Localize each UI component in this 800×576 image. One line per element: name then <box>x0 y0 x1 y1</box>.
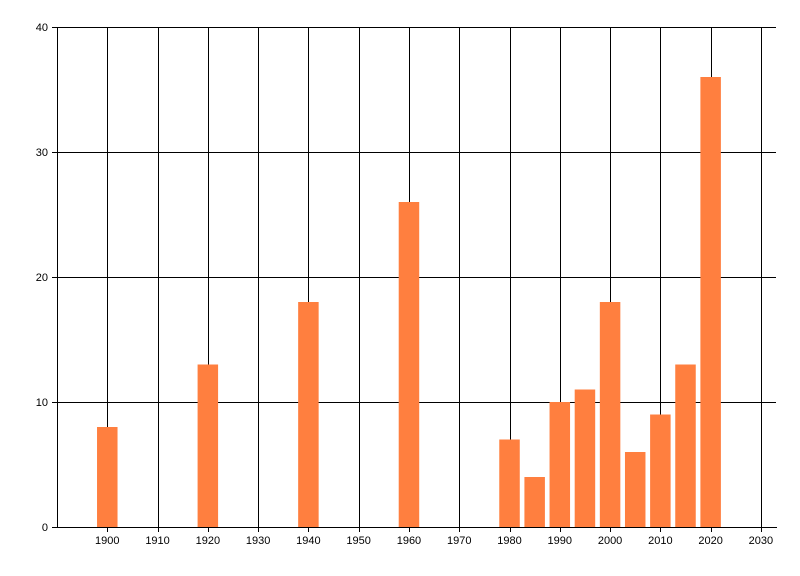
x-tick-label: 1990 <box>548 535 572 547</box>
x-tick-label: 1960 <box>397 535 421 547</box>
x-tick-label: 1980 <box>497 535 521 547</box>
x-tick-label: 1910 <box>145 535 169 547</box>
x-tick-label: 2010 <box>648 535 672 547</box>
bar <box>650 414 671 527</box>
bar <box>97 427 118 527</box>
y-tick-label: 10 <box>36 397 48 409</box>
bar <box>549 402 571 527</box>
x-tick-label: 1930 <box>246 535 270 547</box>
x-tick-label: 2030 <box>749 535 773 547</box>
y-tick-label: 40 <box>36 22 48 34</box>
x-tick-label: 1940 <box>296 535 320 547</box>
bar <box>675 364 696 527</box>
bar <box>499 439 520 527</box>
bar <box>398 202 420 527</box>
x-tick-label: 1920 <box>196 535 220 547</box>
x-tick-label: 1950 <box>346 535 370 547</box>
tick-labels: 1900 1910 1920 1930 1940 1950 1960 1970 1980 1990… <box>36 22 773 547</box>
y-tick-label: 30 <box>36 147 48 159</box>
x-tick-label: 2020 <box>698 535 722 547</box>
y-tick-label: 0 <box>42 522 48 534</box>
bars <box>97 77 721 527</box>
bar <box>524 477 545 527</box>
bar <box>298 302 319 527</box>
x-tick-label: 1900 <box>95 535 119 547</box>
bar <box>574 389 596 527</box>
bar <box>700 77 721 527</box>
bar <box>197 364 219 527</box>
bar <box>599 302 621 527</box>
x-tick-label: 2000 <box>598 535 622 547</box>
y-tick-label: 20 <box>36 272 48 284</box>
bar <box>624 452 646 527</box>
axes <box>52 27 777 532</box>
x-tick-label: 1970 <box>447 535 471 547</box>
